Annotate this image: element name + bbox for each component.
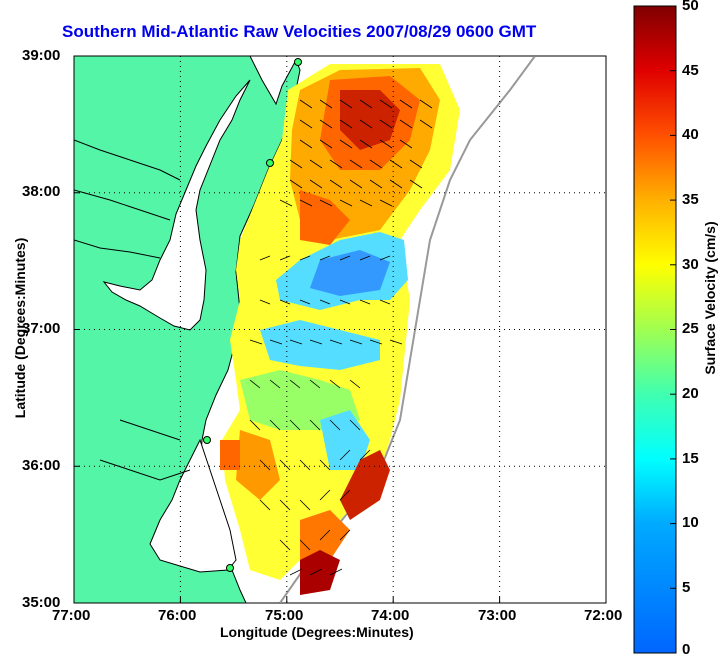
y-tick-label: 38:00 — [22, 183, 61, 200]
map-title: Southern Mid-Atlantic Raw Velocities 200… — [62, 22, 537, 41]
colorbar-tick-label: 15 — [682, 450, 699, 467]
x-tick-label: 74:00 — [371, 607, 410, 624]
colorbar-tick-label: 35 — [682, 191, 699, 208]
radar-station — [266, 159, 274, 167]
colorbar-tick-label: 25 — [682, 320, 699, 337]
velocity-vectors — [249, 99, 433, 576]
x-tick-label: 77:00 — [52, 607, 91, 624]
colorbar-tick-label: 20 — [682, 385, 699, 402]
colorbar-tick-label: 40 — [682, 126, 699, 143]
x-tick-label: 72:00 — [584, 607, 623, 624]
y-tick-label: 39:00 — [22, 47, 61, 64]
colorbar-tick-label: 45 — [682, 62, 699, 79]
y-axis-label: Latitude (Degrees:Minutes) — [12, 237, 28, 419]
x-axis-label: Longitude (Degrees:Minutes) — [220, 624, 414, 640]
colorbar-tick-label: 5 — [682, 579, 691, 596]
radar-station — [203, 436, 211, 444]
colorbar-tick-label: 0 — [682, 641, 691, 658]
radar-station — [294, 58, 302, 66]
y-tick-label: 36:00 — [22, 457, 61, 474]
y-tick-label: 35:00 — [22, 594, 61, 611]
x-tick-label: 73:00 — [478, 607, 517, 624]
colorbar-label: Surface Velocity (cm/s) — [702, 221, 718, 375]
grid — [74, 56, 606, 603]
chesapeake-bay — [102, 79, 251, 331]
colorbar-tick-label: 10 — [682, 514, 699, 531]
x-tick-label: 75:00 — [265, 607, 304, 624]
colorbar-tick-label: 30 — [682, 256, 699, 273]
x-tick-label: 76:00 — [158, 607, 197, 624]
colorbar-tick-label: 50 — [682, 0, 699, 14]
radar-station — [226, 564, 234, 572]
y-tick-label: 37:00 — [22, 320, 61, 337]
colorbar — [633, 5, 677, 654]
velocity-field — [220, 64, 460, 595]
